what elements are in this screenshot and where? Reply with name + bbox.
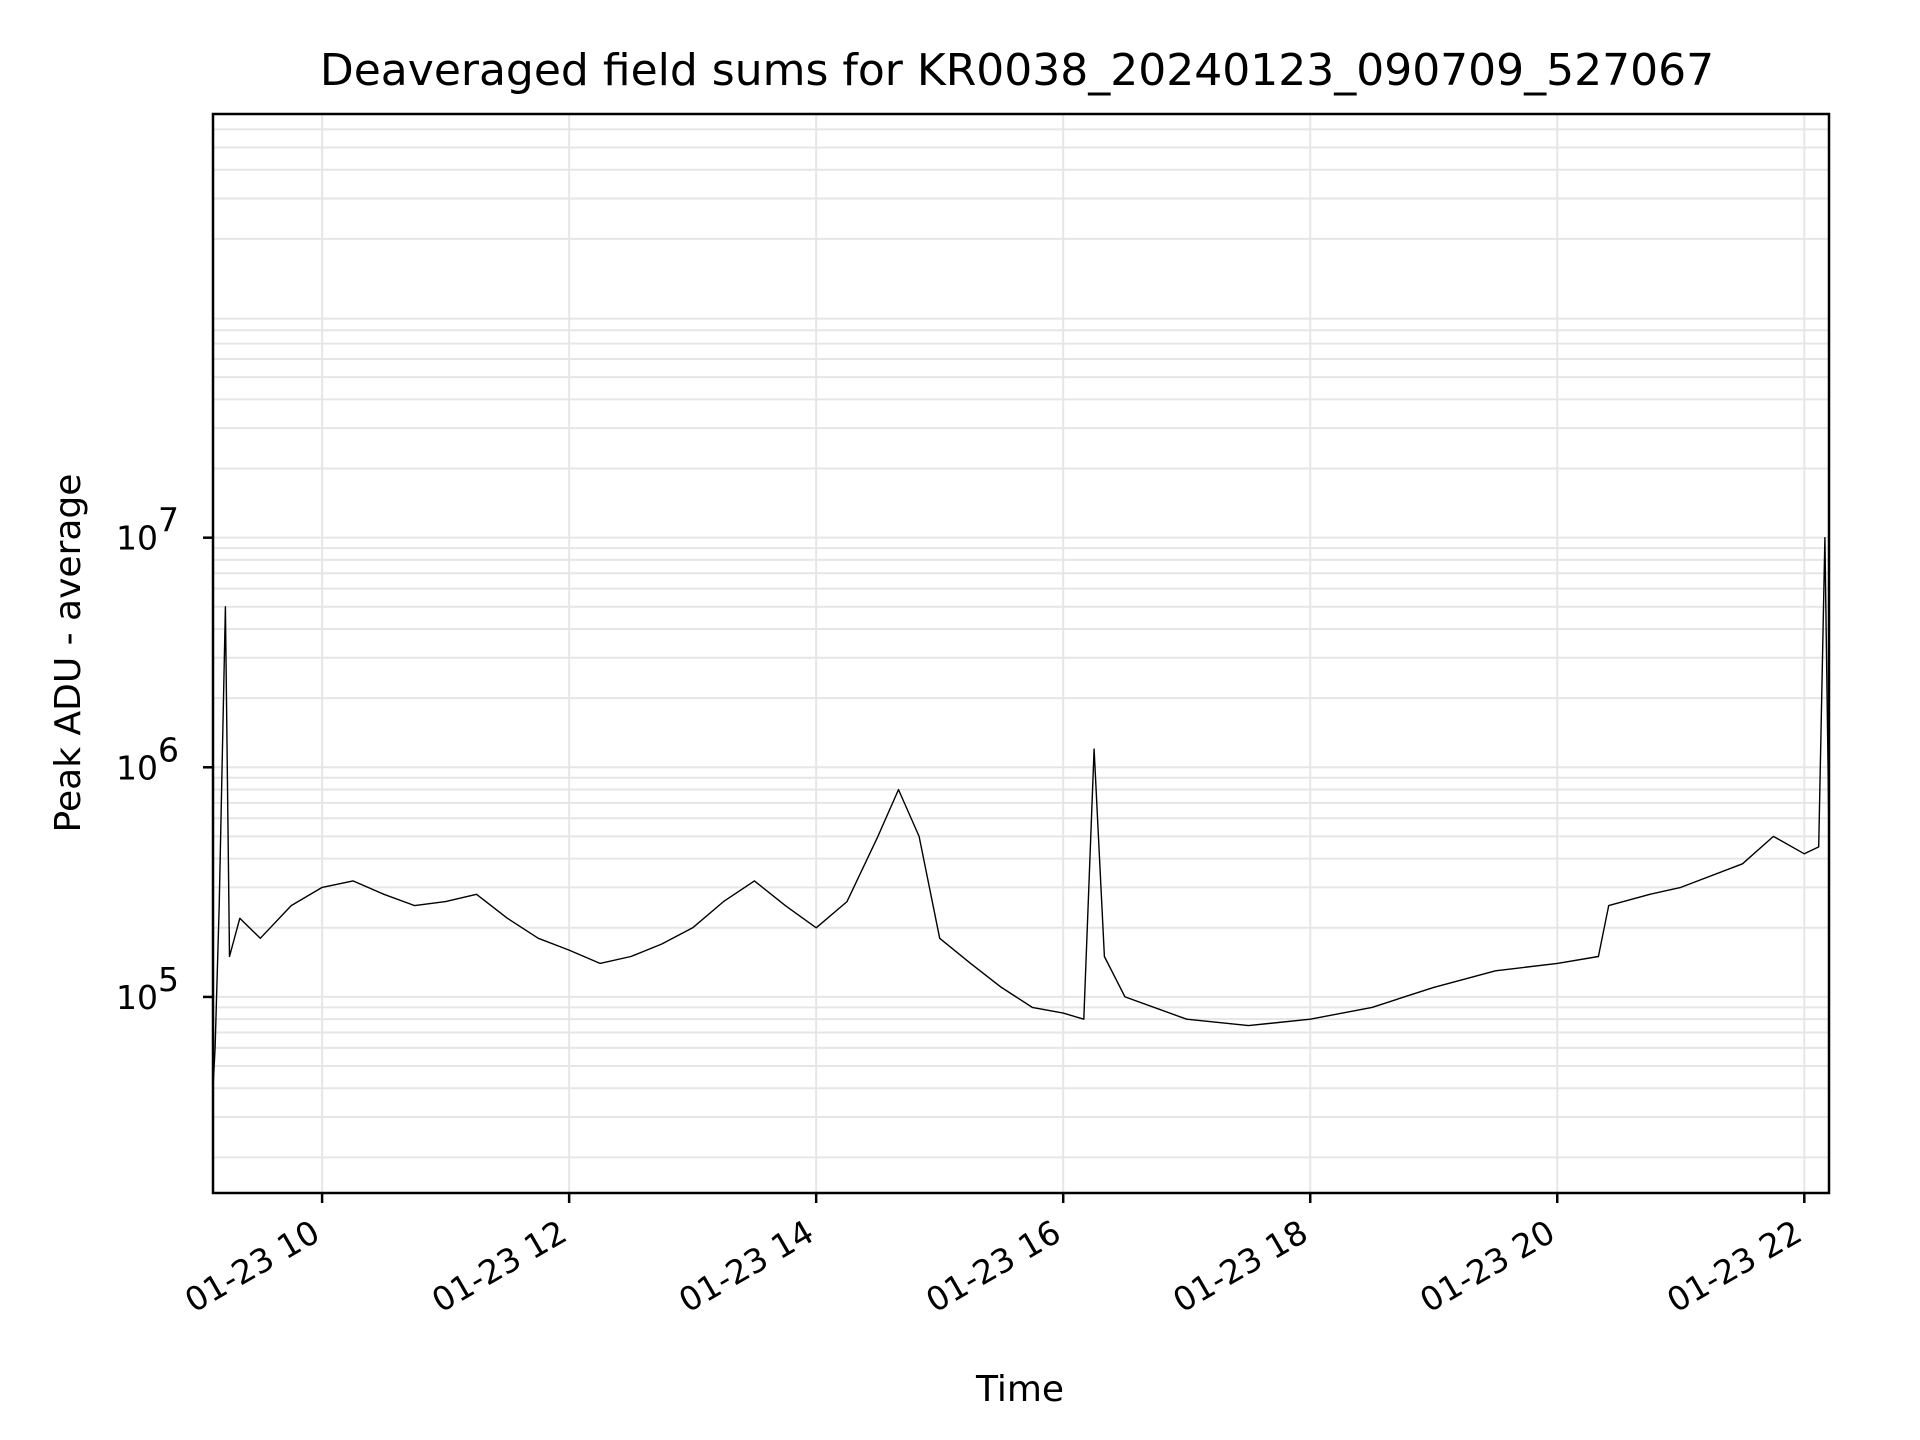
y-tick-label: 10 bbox=[116, 978, 158, 1017]
y-tick-label: 10 bbox=[116, 748, 158, 787]
chart-title: Deaveraged field sums for KR0038_2024012… bbox=[320, 45, 1714, 96]
series-line bbox=[213, 537, 1829, 1089]
axes-frame bbox=[211, 112, 1831, 1195]
y-axis-label: Peak ADU - average bbox=[48, 474, 89, 833]
y-tick-exponent: 7 bbox=[158, 501, 179, 540]
plot-area bbox=[213, 537, 1829, 1089]
x-axis-label: Time bbox=[975, 1369, 1064, 1410]
y-tick-exponent: 6 bbox=[158, 730, 179, 769]
y-tick-label: 10 bbox=[116, 519, 158, 558]
y-tick-exponent: 5 bbox=[158, 960, 179, 999]
grid bbox=[213, 114, 1829, 1193]
